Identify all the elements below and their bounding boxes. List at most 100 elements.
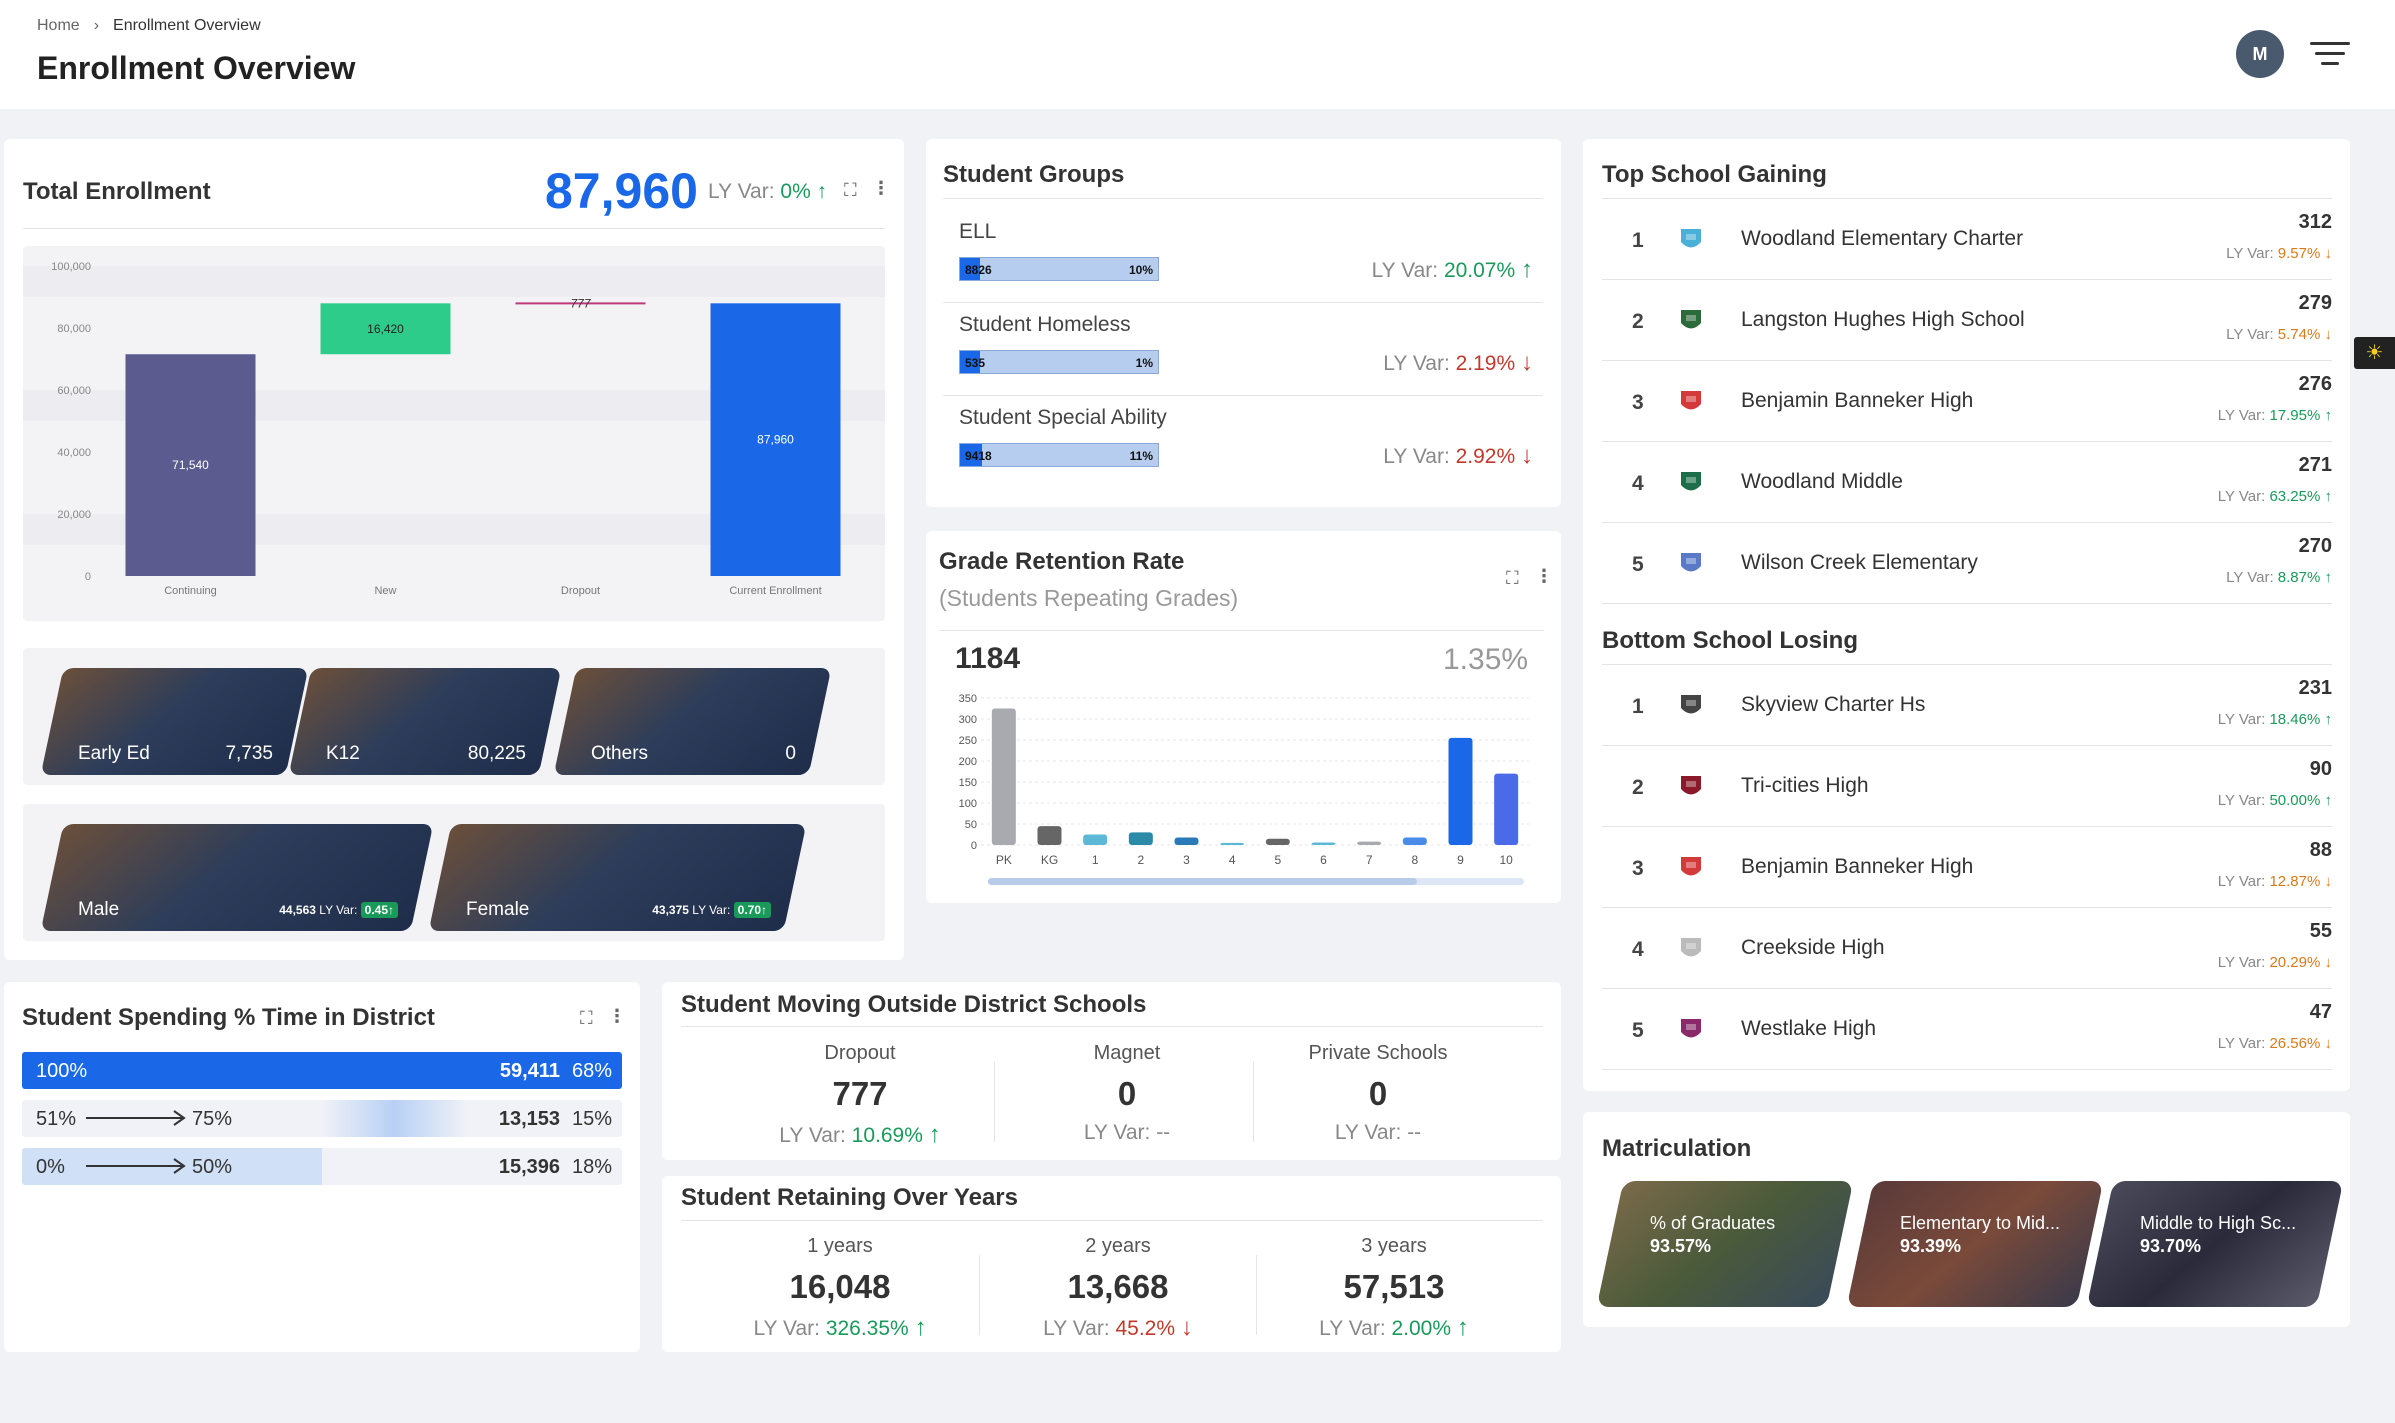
y-tick-label: 40,000 [57,447,91,459]
grade-bar-9[interactable] [1448,737,1473,845]
student-group-row[interactable]: Student Homeless 535 1% LY Var: 2.19% ↓ [943,303,1543,396]
x-tick-label: 5 [1274,853,1281,867]
school-name: Creekside High [1741,936,1885,959]
school-ly-var: LY Var: 63.25% ↑ [2217,488,2332,505]
moving-outside-stat[interactable]: Magnet 0 LY Var: -- [997,1042,1257,1145]
y-tick-label: 200 [959,756,977,768]
breadcrumb-separator: › [93,17,100,34]
top-gaining-school-row[interactable]: 2 Langston Hughes High School 279 LY Var: 5… [1602,280,2332,361]
level-tile-early-ed[interactable]: Early Ed 7,735 [40,668,309,775]
avatar[interactable]: M [2236,30,2284,78]
gender-tile-male[interactable]: Male 44,563 LY Var: 0.45↑ [40,824,434,931]
school-count: 276 [2298,373,2332,395]
spending-range-to: 75% [192,1108,233,1130]
spending-range-from: 0% [36,1156,65,1178]
filter-icon[interactable] [2310,42,2350,68]
expand-icon[interactable]: ⛶ [844,180,857,200]
y-tick-label: 100 [959,798,977,810]
more-options-icon[interactable]: ⋮ [1535,566,1553,586]
arrow-right-icon [84,1154,188,1183]
tile-label: % of Graduates [1650,1213,1776,1233]
group-count: 535 [965,356,986,370]
school-count: 47 [2309,1001,2332,1023]
spending-percent: 15% [571,1108,612,1130]
group-count: 8826 [965,263,992,277]
y-tick-label: 0 [85,571,91,583]
side-widget-tab[interactable]: ☀ [2354,337,2395,369]
bar-continuing[interactable] [125,354,256,576]
tile-label: Male [78,899,120,920]
school-ly-var: LY Var: 50.00% ↑ [2217,792,2332,809]
school-count: 231 [2298,677,2332,699]
more-options-icon[interactable]: ⋮ [872,178,890,198]
moving-outside-stat[interactable]: Private Schools 0 LY Var: -- [1248,1042,1508,1145]
retaining-stat[interactable]: 1 years 16,048 LY Var: 326.35% ↑ [710,1235,970,1342]
tile-value: 93.70% [2140,1236,2202,1256]
tile-value: 7,735 [225,743,273,764]
bar-current-enrollment[interactable] [710,303,841,576]
x-tick-label: 9 [1457,853,1464,867]
x-tick-label: 4 [1229,853,1236,867]
school-count: 279 [2298,292,2332,314]
bottom-losing-school-row[interactable]: 5 Westlake High 47 LY Var: 26.56% ↓ [1602,989,2332,1070]
grade-bar-8[interactable] [1402,837,1427,845]
more-options-icon[interactable]: ⋮ [608,1006,626,1026]
level-tile-others[interactable]: Others 0 [553,668,832,775]
y-tick-label: 50 [965,819,977,831]
grade-bar-1[interactable] [1083,834,1108,846]
stat-value: 57,513 [1343,1268,1445,1305]
matriculation-tile[interactable]: Middle to High Sc... 93.70% [2086,1181,2344,1307]
top-gaining-school-row[interactable]: 5 Wilson Creek Elementary 270 LY Var: 8.87%… [1602,523,2332,604]
grade-bar-10[interactable] [1494,773,1519,845]
grade-bar-kg[interactable] [1037,826,1062,845]
grade-bar-7[interactable] [1357,841,1382,845]
group-label: Student Homeless [959,313,1131,336]
stat-ly-var: LY Var: -- [1083,1121,1171,1144]
stat-value: 0 [1117,1075,1137,1112]
top-gaining-school-row[interactable]: 3 Benjamin Banneker High 276 LY Var: 17.95%… [1602,361,2332,442]
matriculation-title: Matriculation [1602,1135,1752,1162]
grade-retention-percent: 1.35% [1443,643,1529,676]
grade-bar-pk[interactable] [991,708,1016,846]
bottom-losing-school-row[interactable]: 2 Tri-cities High 90 LY Var: 50.00% ↑ [1602,746,2332,827]
school-rank: 4 [1632,938,1644,961]
grade-bar-2[interactable] [1128,832,1153,845]
bottom-losing-school-row[interactable]: 3 Benjamin Banneker High 88 LY Var: 12.87% … [1602,827,2332,908]
tile-value: 0 [785,743,796,764]
level-tile-k12[interactable]: K12 80,225 [288,668,562,775]
retaining-stat[interactable]: 3 years 57,513 LY Var: 2.00% ↑ [1264,1235,1524,1342]
school-rank: 3 [1632,391,1644,414]
expand-icon[interactable]: ⛶ [580,1008,593,1028]
school-rank: 2 [1632,310,1644,333]
tile-label: Elementary to Mid... [1900,1213,2061,1233]
student-group-row[interactable]: Student Special Ability 9418 11% LY Var: 2.… [943,396,1543,488]
school-rank: 5 [1632,1019,1644,1042]
spending-row[interactable]: 0% 50% 15,396 18% [22,1148,622,1185]
grade-bar-4[interactable] [1220,842,1245,845]
grade-bar-5[interactable] [1265,838,1290,845]
school-rank: 5 [1632,553,1644,576]
stat-ly-var: LY Var: 2.00% ↑ [1319,1314,1469,1341]
student-group-row[interactable]: ELL 8826 10% LY Var: 20.07% ↑ [943,210,1543,303]
spending-row[interactable]: 51% 75% 13,153 15% [22,1100,622,1137]
chart-scrollbar[interactable] [988,878,1524,885]
retaining-stat[interactable]: 2 years 13,668 LY Var: 45.2% ↓ [988,1235,1248,1342]
grade-bar-6[interactable] [1311,842,1336,845]
moving-outside-stat[interactable]: Dropout 777 LY Var: 10.69% ↑ [730,1042,990,1149]
bar-new[interactable] [320,303,451,355]
arrow-right-icon [84,1106,188,1135]
bar-value-label: 16,420 [367,322,404,336]
matriculation-tile[interactable]: Elementary to Mid... 93.39% [1846,1181,2104,1307]
matriculation-tile[interactable]: % of Graduates 93.57% [1596,1181,1854,1307]
bottom-losing-school-row[interactable]: 1 Skyview Charter Hs 231 LY Var: 18.46% ↑ [1602,665,2332,746]
spending-row[interactable]: 100% 59,411 68% [22,1052,622,1089]
top-gaining-school-row[interactable]: 1 Woodland Elementary Charter 312 LY Var: 9… [1602,199,2332,280]
grade-bar-3[interactable] [1174,837,1199,845]
bottom-losing-school-row[interactable]: 4 Creekside High 55 LY Var: 20.29% ↓ [1602,908,2332,989]
y-tick-label: 60,000 [57,385,91,397]
top-gaining-school-row[interactable]: 4 Woodland Middle 271 LY Var: 63.25% ↑ [1602,442,2332,523]
tile-value: 93.39% [1900,1236,1962,1256]
gender-tile-female[interactable]: Female 43,375 LY Var: 0.70↑ [428,824,807,931]
breadcrumb-home[interactable]: Home [37,17,80,34]
expand-icon[interactable]: ⛶ [1506,568,1519,588]
